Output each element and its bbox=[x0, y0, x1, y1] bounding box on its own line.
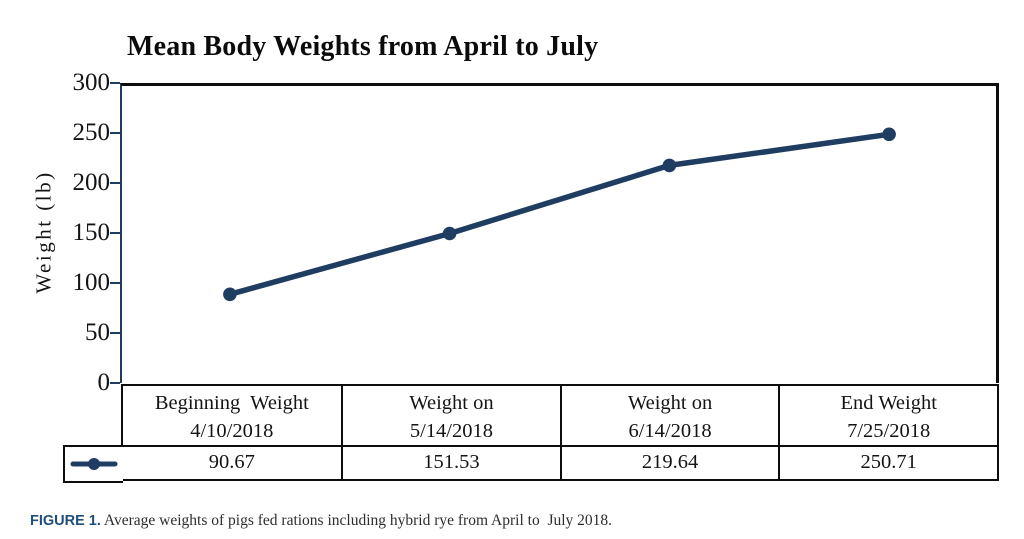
y-tick-label: 300 bbox=[72, 69, 111, 96]
table-value-cell: 219.64 bbox=[559, 446, 779, 479]
table-header-cell: End Weight 7/25/2018 bbox=[778, 385, 997, 445]
y-tick-mark bbox=[110, 181, 120, 185]
table-header-cell: Weight on 6/14/2018 bbox=[559, 385, 779, 445]
series-line bbox=[226, 131, 892, 298]
data-point-marker bbox=[442, 226, 456, 241]
y-tick-mark bbox=[110, 131, 120, 135]
header-label: Weight on bbox=[627, 391, 713, 414]
table-header-cell: Weight on 5/14/2018 bbox=[341, 385, 560, 445]
data-table: Beginning Weight 4/10/2018 Weight on 5/1… bbox=[120, 383, 999, 481]
y-tick-mark bbox=[110, 281, 120, 285]
table-header-row: Beginning Weight 4/10/2018 Weight on 5/1… bbox=[123, 385, 998, 445]
table-value-cell: 151.53 bbox=[341, 446, 560, 479]
y-tick-mark bbox=[110, 381, 120, 385]
header-date: 4/10/2018 bbox=[190, 419, 274, 442]
header-date: 5/14/2018 bbox=[409, 419, 494, 442]
table-header-cell: Beginning Weight 4/10/2018 bbox=[123, 386, 342, 445]
data-point-marker bbox=[222, 287, 237, 302]
header-label: Weight on bbox=[409, 391, 494, 414]
y-tick-mark bbox=[110, 331, 120, 335]
y-tick-label: 150 bbox=[72, 219, 111, 246]
header-date: 6/14/2018 bbox=[628, 419, 712, 442]
plot-area bbox=[120, 83, 999, 383]
figure-caption: FIGURE 1. Average weights of pigs fed ra… bbox=[30, 512, 612, 530]
y-tick-label: 250 bbox=[72, 119, 111, 146]
y-tick-label: 100 bbox=[72, 269, 111, 296]
y-tick-label: 50 bbox=[85, 319, 110, 346]
y-tick-label: 0 bbox=[97, 369, 111, 396]
figure-caption-label: FIGURE 1. bbox=[30, 513, 101, 529]
y-tick-mark bbox=[110, 231, 120, 235]
line-dot-marker-icon bbox=[70, 457, 118, 470]
table-value-cell: 90.67 bbox=[208, 450, 255, 473]
header-date: 7/25/2018 bbox=[847, 419, 931, 442]
series-line-svg bbox=[222, 127, 896, 302]
y-tick-label: 200 bbox=[72, 169, 111, 196]
figure-caption-text: Average weights of pigs fed rations incl… bbox=[100, 512, 613, 529]
table-value-row: 90.67 151.53 219.64 250.71 bbox=[122, 444, 997, 479]
y-tick-mark bbox=[110, 81, 120, 85]
header-label: End Weight bbox=[840, 391, 937, 414]
data-point-marker bbox=[881, 127, 896, 142]
header-label: Beginning Weight bbox=[154, 391, 309, 414]
legend-key-cell bbox=[63, 445, 123, 483]
table-value-cell: 250.71 bbox=[778, 446, 997, 479]
data-point-marker bbox=[662, 158, 676, 173]
chart-title: Mean Body Weights from April to July bbox=[127, 31, 599, 62]
